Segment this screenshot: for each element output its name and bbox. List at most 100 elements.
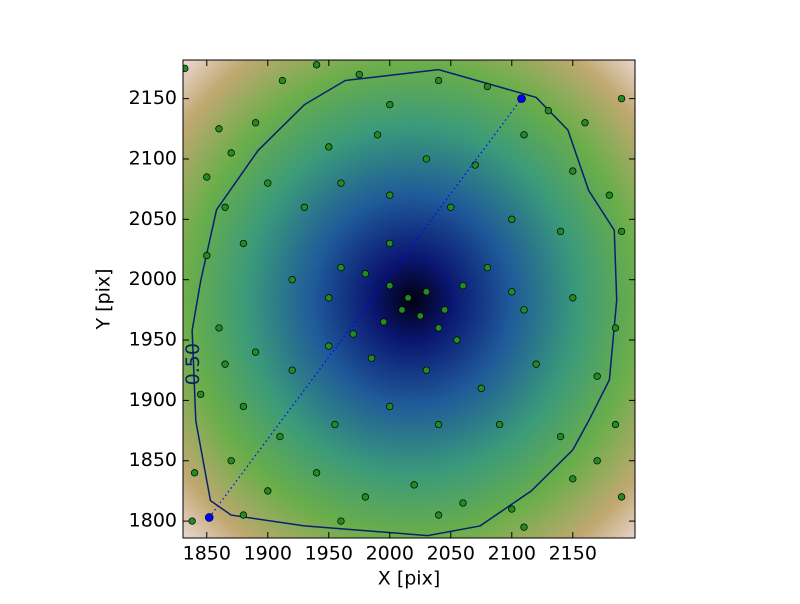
data-point: [434, 76, 443, 85]
data-point: [386, 191, 394, 199]
data-point: [508, 288, 516, 296]
data-point: [520, 523, 528, 531]
y-tick-label: 1950: [129, 329, 177, 351]
data-point: [416, 312, 424, 320]
x-tick-label: 1950: [305, 543, 353, 565]
line-endpoint: [517, 94, 526, 103]
data-point: [422, 155, 431, 163]
data-point: [532, 360, 540, 368]
x-tick-label: 2050: [427, 543, 475, 565]
data-point: [367, 354, 376, 362]
data-point: [312, 61, 321, 69]
data-point: [386, 282, 394, 290]
data-point: [325, 294, 333, 302]
y-tick-label: 2150: [129, 87, 177, 109]
data-point: [459, 282, 467, 290]
data-point: [422, 366, 431, 374]
data-point: [188, 517, 196, 525]
data-point: [611, 324, 620, 332]
data-point: [361, 493, 370, 501]
data-point: [441, 306, 449, 314]
dotted-line: [208, 98, 523, 518]
data-point: [593, 457, 601, 465]
y-tick-label: 1850: [129, 449, 177, 471]
data-point: [355, 70, 363, 79]
x-tick-label: 2150: [549, 543, 597, 565]
frame: [182, 59, 636, 539]
data-point: [617, 227, 626, 236]
data-point: [227, 457, 235, 465]
data-point: [569, 167, 577, 175]
data-point: [434, 511, 443, 519]
data-point: [239, 511, 248, 519]
data-point: [569, 475, 577, 483]
data-point: [581, 119, 589, 127]
data-point: [227, 149, 235, 157]
data-point: [471, 161, 479, 169]
x-tick-label: 2000: [366, 543, 414, 565]
data-point: [278, 76, 287, 85]
data-point: [215, 324, 223, 332]
data-point: [453, 336, 461, 344]
data-point: [483, 263, 492, 272]
data-point: [605, 191, 614, 199]
data-point: [520, 131, 528, 139]
data-point: [617, 493, 626, 501]
y-tick-label: 1800: [129, 510, 177, 532]
data-point: [508, 215, 516, 223]
y-tick-label: 1900: [129, 389, 177, 411]
data-point: [410, 481, 418, 489]
y-tick-label: 2050: [129, 208, 177, 230]
data-point: [611, 420, 620, 429]
data-point: [251, 119, 260, 127]
y-tick-label: 2100: [129, 147, 177, 169]
data-point: [221, 203, 229, 211]
data-point: [569, 294, 577, 302]
data-point: [190, 469, 199, 477]
data-point: [361, 270, 370, 278]
data-point: [251, 348, 260, 356]
data-point: [337, 179, 345, 187]
data-point: [264, 487, 272, 495]
contour-label: 0.50: [182, 343, 204, 385]
data-point: [325, 143, 333, 151]
data-point: [239, 239, 248, 248]
data-point: [197, 390, 205, 399]
data-point: [288, 366, 296, 374]
data-point: [386, 101, 394, 109]
data-point: [337, 263, 345, 272]
data-point: [325, 342, 333, 350]
plot-area: 0.50: [182, 61, 626, 537]
data-point: [337, 517, 345, 525]
data-point: [386, 239, 394, 248]
data-point: [312, 469, 321, 477]
data-point: [477, 384, 485, 392]
y-axis-label: Y [pix]: [93, 268, 115, 330]
data-point: [495, 420, 504, 429]
x-tick-label: 2100: [488, 543, 536, 565]
x-tick-label: 1900: [244, 543, 292, 565]
data-point: [288, 276, 296, 284]
data-point: [203, 173, 211, 181]
data-point: [386, 402, 394, 411]
data-point: [276, 432, 284, 441]
data-point: [221, 360, 229, 368]
data-point: [380, 318, 388, 326]
data-point: [556, 227, 565, 236]
x-tick-label: 1850: [183, 543, 231, 565]
data-point: [556, 432, 565, 441]
y-tick-label: 2000: [129, 268, 177, 290]
data-point: [203, 251, 211, 260]
data-point: [617, 94, 626, 103]
line-endpoint: [204, 513, 214, 522]
data-point: [183, 64, 189, 73]
data-point: [544, 107, 553, 115]
data-point: [239, 402, 248, 411]
data-point: [520, 306, 528, 314]
x-axis-label: X [pix]: [378, 568, 440, 590]
data-point: [215, 125, 223, 133]
data-point: [434, 324, 443, 332]
data-point: [422, 288, 431, 296]
data-point: [434, 420, 443, 429]
